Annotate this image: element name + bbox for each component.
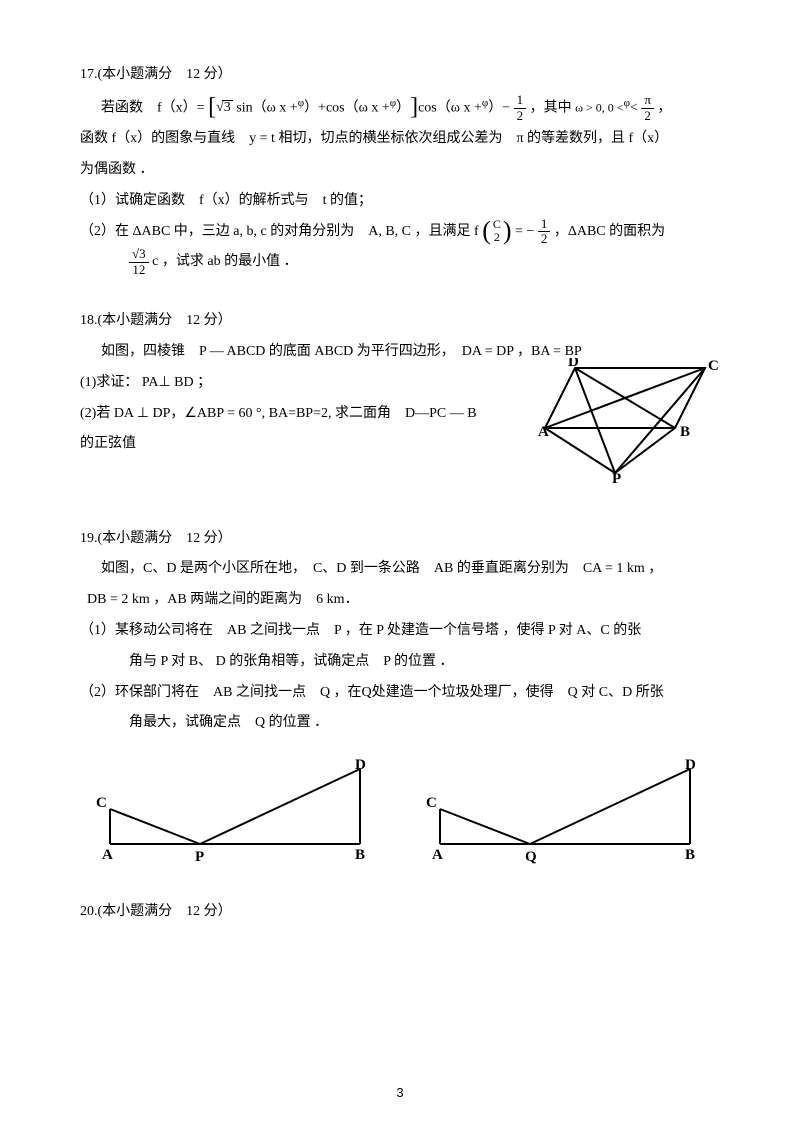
text: cos（ω x + <box>418 100 482 115</box>
text: （2）在 ΔABC 中，三边 a, b, c 的对角分别为 A, B, C ，且… <box>80 224 471 239</box>
bracket-left: [ <box>208 97 216 119</box>
label-B: B <box>680 424 690 440</box>
omega-cond: ω > 0, 0 < <box>575 100 623 114</box>
q20-header: 20.(本小题满分 12 分） <box>80 897 720 928</box>
q17-part1: （1）试确定函数 f（x）的解析式与 t 的值； <box>80 186 720 217</box>
pyramid-svg: A B C D P <box>530 358 720 483</box>
q17-line3: 为偶函数 ． <box>80 155 720 186</box>
q19-header: 19.(本小题满分 12 分） <box>80 524 720 555</box>
text: 若函数 f（x）= <box>101 100 205 115</box>
frac-half: 12 <box>514 93 527 123</box>
q19-p2b: 角最大，试确定点 Q 的位置 ． <box>80 708 720 739</box>
frac-neg-half: 12 <box>538 217 551 247</box>
q17-part2a: （2）在 ΔABC 中，三边 a, b, c 的对角分别为 A, B, C ，且… <box>80 217 720 248</box>
question-19: 19.(本小题满分 12 分） 如图，C、D 是两个小区所在地， C、D 到一条… <box>80 524 720 870</box>
lbl-P: P <box>195 849 204 865</box>
q17-header: 17.(本小题满分 12 分） <box>80 60 720 91</box>
lbl-A: A <box>102 847 113 863</box>
page-number: 3 <box>396 1079 403 1108</box>
text: ，ΔABC 的面积为 <box>554 224 665 239</box>
text: ） <box>396 100 410 115</box>
q19-diagrams: A B C D P A B C D Q <box>80 759 720 869</box>
q18-header: 18.(本小题满分 12 分） <box>80 306 720 337</box>
bracket-right: ] <box>410 97 418 119</box>
lbl-C: C <box>96 795 107 811</box>
lbl-D: D <box>685 759 696 773</box>
lbl-D: D <box>355 759 366 773</box>
question-20: 20.(本小题满分 12 分） <box>80 897 720 928</box>
q17-line2: 函数 f（x）的图象与直线 y = t 相切，切点的横坐标依次组成公差为 π 的… <box>80 124 720 155</box>
q19-l2: DB = 2 km ，AB 两端之间的距离为 6 km． <box>80 585 720 616</box>
label-C: C <box>708 358 719 374</box>
text: ）− <box>488 100 510 115</box>
frac-sqrt3-12: √312 <box>129 247 149 277</box>
rparen: ) <box>503 221 512 242</box>
text: ，其中 <box>530 100 572 115</box>
text: ）+cos（ω x + <box>304 100 390 115</box>
label-P: P <box>612 471 621 483</box>
q17-line1: 若函数 f（x）= [3 sin（ω x +φ）+cos（ω x +φ）]cos… <box>80 91 720 124</box>
lparen: ( <box>482 221 491 242</box>
text: sin（ω x + <box>236 100 297 115</box>
q19-p2a: （2）环保部门将在 AB 之间找一点 Q ，在Q处建造一个垃圾处理厂，使得 Q … <box>80 678 720 709</box>
q19-p1b: 角与 P 对 B、 D 的张角相等，试确定点 P 的位置 ． <box>80 647 720 678</box>
text: = − <box>515 224 534 239</box>
q18-figure: A B C D P <box>530 358 720 496</box>
f: f <box>474 224 479 239</box>
lbl-Q: Q <box>525 849 537 865</box>
sqrt3: 3 <box>216 93 233 124</box>
q19-l1: 如图，C、D 是两个小区所在地， C、D 到一条公路 AB 的垂直距离分别为 C… <box>80 554 720 585</box>
lbl-B: B <box>355 847 365 863</box>
lbl-B: B <box>685 847 695 863</box>
question-17: 17.(本小题满分 12 分） 若函数 f（x）= [3 sin（ω x +φ）… <box>80 60 720 278</box>
q19-p1a: （1）某移动公司将在 AB 之间找一点 P ，在 P 处建造一个信号塔 ，使得 … <box>80 616 720 647</box>
lbl-C: C <box>426 795 437 811</box>
label-A: A <box>538 424 549 440</box>
text: ， <box>657 100 671 115</box>
frac-pi2: π2 <box>641 93 654 123</box>
lbl-A: A <box>432 847 443 863</box>
diagram-p: A B C D P <box>90 759 380 869</box>
binom: C2 <box>491 218 503 244</box>
text: c ，试求 ab 的最小值 ． <box>152 254 297 269</box>
lt: < <box>630 100 638 115</box>
q17-part2c: √312 c ，试求 ab 的最小值 ． <box>80 247 720 278</box>
diagram-q: A B C D Q <box>420 759 710 869</box>
question-18: 18.(本小题满分 12 分） 如图，四棱锥 P — ABCD 的底面 ABCD… <box>80 306 720 495</box>
